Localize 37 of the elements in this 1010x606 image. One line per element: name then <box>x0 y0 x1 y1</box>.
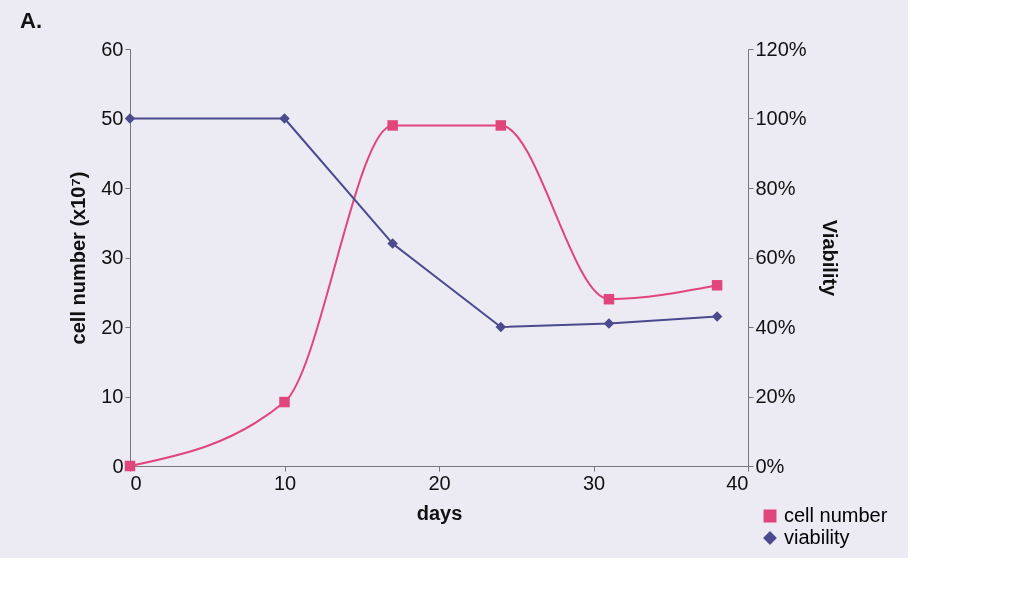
y2-tick-label: 20% <box>755 385 796 407</box>
y2-tick-label: 60% <box>755 246 796 268</box>
y-tick-label: 50 <box>101 107 124 129</box>
y-tick-label: 40 <box>101 176 124 199</box>
y-tick-label: 20 <box>101 315 124 338</box>
point <box>711 311 723 322</box>
y2-tick-label: 80% <box>755 176 796 199</box>
point <box>495 321 507 333</box>
point <box>711 280 723 291</box>
legend-label: cell number <box>784 504 888 526</box>
y2-tick-label: 100% <box>755 107 807 129</box>
point <box>495 120 507 131</box>
legend-label: viability <box>784 526 850 548</box>
y-tick-label: 0 <box>112 454 124 477</box>
y-tick-label: 60 <box>101 37 124 60</box>
x-tick-label: 10 <box>273 471 297 494</box>
point <box>387 120 398 131</box>
point <box>279 396 290 408</box>
point <box>387 238 398 249</box>
y2-axis-title: Viability <box>818 219 841 298</box>
chart-title: A. <box>20 8 42 33</box>
y-axis-title: cell number (x10⁷) <box>67 171 90 345</box>
point <box>124 113 136 124</box>
point <box>279 113 290 124</box>
y2-tick-label: 40% <box>755 315 796 338</box>
y-tick-label: 10 <box>101 385 124 407</box>
y2-tick-label: 0% <box>755 454 785 477</box>
point <box>603 318 615 329</box>
x-tick-label: 0 <box>130 471 142 494</box>
y2-tick-label: 120% <box>755 37 807 60</box>
x-tick-label: 40 <box>726 471 749 494</box>
x-axis-title: days <box>416 501 463 524</box>
point <box>603 293 615 305</box>
y-tick-label: 30 <box>101 246 124 268</box>
x-tick-label: 20 <box>428 471 451 494</box>
point <box>124 460 136 472</box>
x-tick-label: 30 <box>582 471 606 494</box>
